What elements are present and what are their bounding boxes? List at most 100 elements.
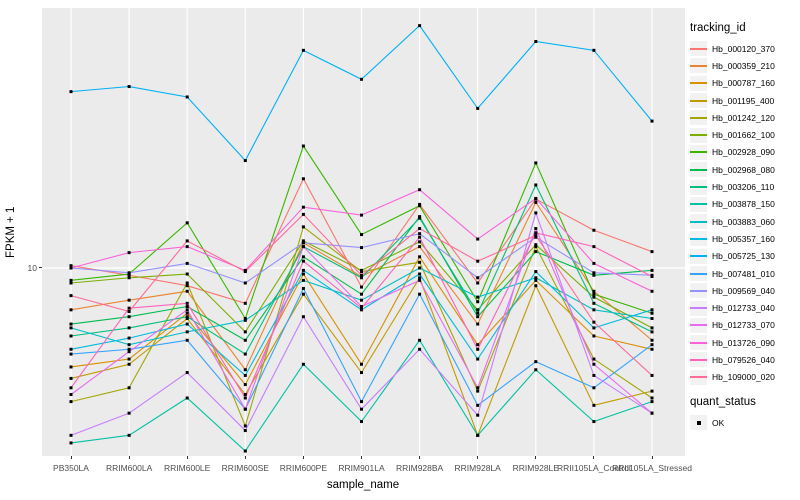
data-point [301, 245, 305, 249]
data-point [592, 326, 596, 330]
data-point [301, 212, 305, 216]
data-point [476, 343, 480, 347]
data-point [534, 211, 538, 215]
legend-key-box [690, 317, 707, 333]
data-point [360, 285, 363, 289]
data-point [185, 301, 189, 305]
data-point [650, 343, 654, 347]
data-point [360, 420, 363, 424]
legend-key-line-icon [690, 151, 707, 154]
legend-key-line-icon [690, 186, 707, 189]
data-point [650, 338, 654, 342]
legend-key-line-icon [690, 116, 707, 119]
legend-key-line-icon [690, 220, 707, 223]
data-point [534, 243, 538, 247]
data-point [476, 295, 480, 299]
data-point [534, 200, 538, 204]
data-point [476, 403, 480, 407]
data-point [418, 266, 422, 270]
data-point [243, 318, 247, 322]
data-point [476, 276, 480, 280]
data-point [69, 278, 73, 282]
legend-quant-status: quant_status OK [690, 396, 798, 431]
data-point [69, 281, 73, 285]
data-point [534, 368, 538, 372]
data-point [476, 347, 480, 351]
legend-row-Hb_012733_040: Hb_012733_040 [690, 299, 798, 316]
data-point [418, 272, 422, 276]
legend-row-ok: OK [690, 414, 798, 431]
y-tick-mark [39, 267, 42, 268]
data-point [592, 373, 596, 377]
data-point [243, 301, 247, 305]
data-point [69, 264, 73, 268]
data-point [534, 360, 538, 364]
data-point [418, 292, 422, 296]
legend-key-box [690, 75, 707, 91]
legend-key-box [690, 352, 707, 368]
legend-label: Hb_003878_150 [712, 199, 775, 210]
black-square-point-icon [696, 420, 701, 425]
data-point [301, 362, 305, 366]
data-point [360, 298, 363, 302]
data-point [69, 386, 73, 390]
data-point [301, 286, 305, 290]
x-tick-mark [302, 456, 304, 459]
data-point [127, 357, 131, 361]
x-tick-label-RRIM928LE: RRIM928LE [512, 463, 559, 473]
data-point [185, 95, 189, 99]
legend-label: Hb_000359_210 [712, 60, 775, 71]
data-point [69, 376, 73, 380]
legend-key-line-icon [690, 99, 707, 102]
data-point [185, 289, 189, 293]
x-tick-mark [477, 456, 479, 459]
data-point [127, 310, 131, 314]
data-point [301, 292, 305, 296]
data-point [360, 371, 363, 375]
legend-label: Hb_109000_020 [712, 372, 775, 383]
data-point [127, 271, 131, 275]
legend-key-box [690, 179, 707, 195]
data-point [69, 294, 73, 298]
data-point [127, 315, 131, 319]
legend-key-line-icon [690, 376, 707, 379]
x-tick-mark [361, 456, 362, 459]
data-point [418, 338, 422, 342]
legend-key-box [690, 300, 707, 316]
data-point [650, 326, 654, 330]
data-point [418, 232, 422, 236]
data-point [243, 373, 247, 377]
data-point [243, 281, 247, 285]
data-point [650, 311, 654, 315]
data-point [592, 357, 596, 361]
data-point [592, 362, 596, 366]
data-point [592, 320, 596, 324]
data-point [534, 250, 538, 254]
legend-label: Hb_079526_040 [712, 354, 775, 365]
legend-key-line-icon [690, 237, 707, 240]
ok-key-box [690, 415, 707, 431]
data-point [301, 144, 305, 148]
data-point [243, 159, 247, 163]
data-point [243, 383, 247, 387]
data-point [301, 315, 305, 319]
data-point [127, 276, 131, 280]
data-point [534, 278, 538, 282]
legend-key-box [690, 162, 707, 178]
data-point [185, 315, 189, 319]
data-point [592, 334, 596, 338]
legend-label: Hb_012733_040 [712, 303, 775, 314]
data-point [418, 235, 422, 239]
data-point [301, 241, 305, 245]
data-point [360, 276, 363, 280]
legend-row-Hb_001662_100: Hb_001662_100 [690, 126, 798, 143]
data-point [360, 233, 363, 237]
data-point [650, 275, 654, 279]
data-point [418, 255, 422, 259]
legend-label: Hb_007481_010 [712, 268, 775, 279]
data-point [360, 308, 363, 312]
legend-label: Hb_002968_080 [712, 164, 775, 175]
data-point [243, 338, 247, 342]
data-point [243, 396, 247, 400]
data-point [185, 317, 189, 321]
